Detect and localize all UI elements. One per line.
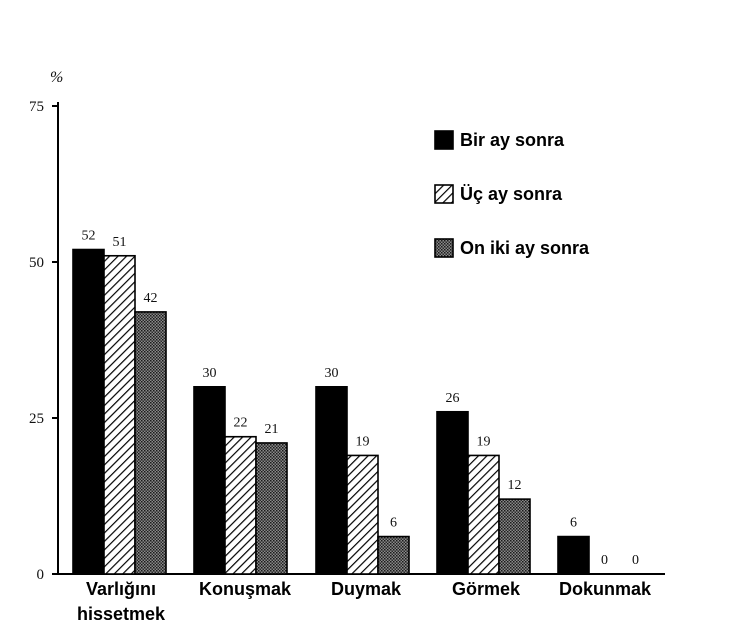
y-ticks: 0 25 50 75 [29, 99, 58, 583]
bar [315, 385, 348, 575]
value-label: 19 [477, 434, 491, 449]
bar [346, 454, 379, 575]
category-label: hissetmek [77, 604, 166, 624]
bar [134, 311, 167, 575]
category-label: Varlığını [86, 579, 156, 599]
value-label: 12 [508, 478, 522, 493]
value-label: 6 [570, 516, 577, 531]
value-label: 0 [601, 553, 608, 568]
bar [377, 535, 410, 575]
value-label: 52 [82, 229, 96, 244]
value-label: 6 [390, 516, 397, 531]
value-label: 21 [265, 422, 279, 437]
value-label: 42 [144, 291, 158, 306]
bar [467, 454, 500, 575]
y-tick-label: 75 [29, 99, 44, 115]
value-labels: 52 30 30 26 6 51 22 19 19 0 42 21 6 12 0 [82, 229, 640, 568]
bar [72, 248, 105, 575]
category-label: Dokunmak [559, 579, 652, 599]
category-label: Duymak [331, 579, 402, 599]
value-label: 30 [203, 366, 217, 381]
y-tick-label: 0 [37, 567, 45, 583]
legend-swatch [434, 238, 454, 258]
value-label: 30 [325, 366, 339, 381]
category-labels: Varlığını hissetmek Konuşmak Duymak Görmek Do… [77, 579, 652, 624]
legend-swatch [434, 130, 454, 150]
y-tick-label: 25 [29, 411, 44, 427]
legend-label: Üç ay sonra [460, 184, 563, 204]
bar [255, 442, 288, 575]
category-label: Görmek [452, 579, 521, 599]
y-unit-label: % [50, 69, 63, 86]
bar [436, 410, 469, 575]
category-label: Konuşmak [199, 579, 292, 599]
value-label: 26 [446, 391, 460, 406]
bars [72, 248, 590, 575]
legend-swatch [434, 184, 454, 204]
legend-label: Bir ay sonra [460, 130, 565, 150]
bar [557, 535, 590, 575]
value-label: 0 [632, 553, 639, 568]
legend: Bir ay sonra Üç ay sonra On iki ay sonra [434, 130, 590, 258]
bar [224, 435, 257, 575]
bar [498, 498, 531, 575]
bar [193, 385, 226, 575]
value-label: 51 [113, 235, 127, 250]
bar [103, 254, 136, 575]
value-label: 22 [234, 416, 248, 431]
y-tick-label: 50 [29, 255, 44, 271]
value-label: 19 [356, 434, 370, 449]
legend-label: On iki ay sonra [460, 238, 590, 258]
